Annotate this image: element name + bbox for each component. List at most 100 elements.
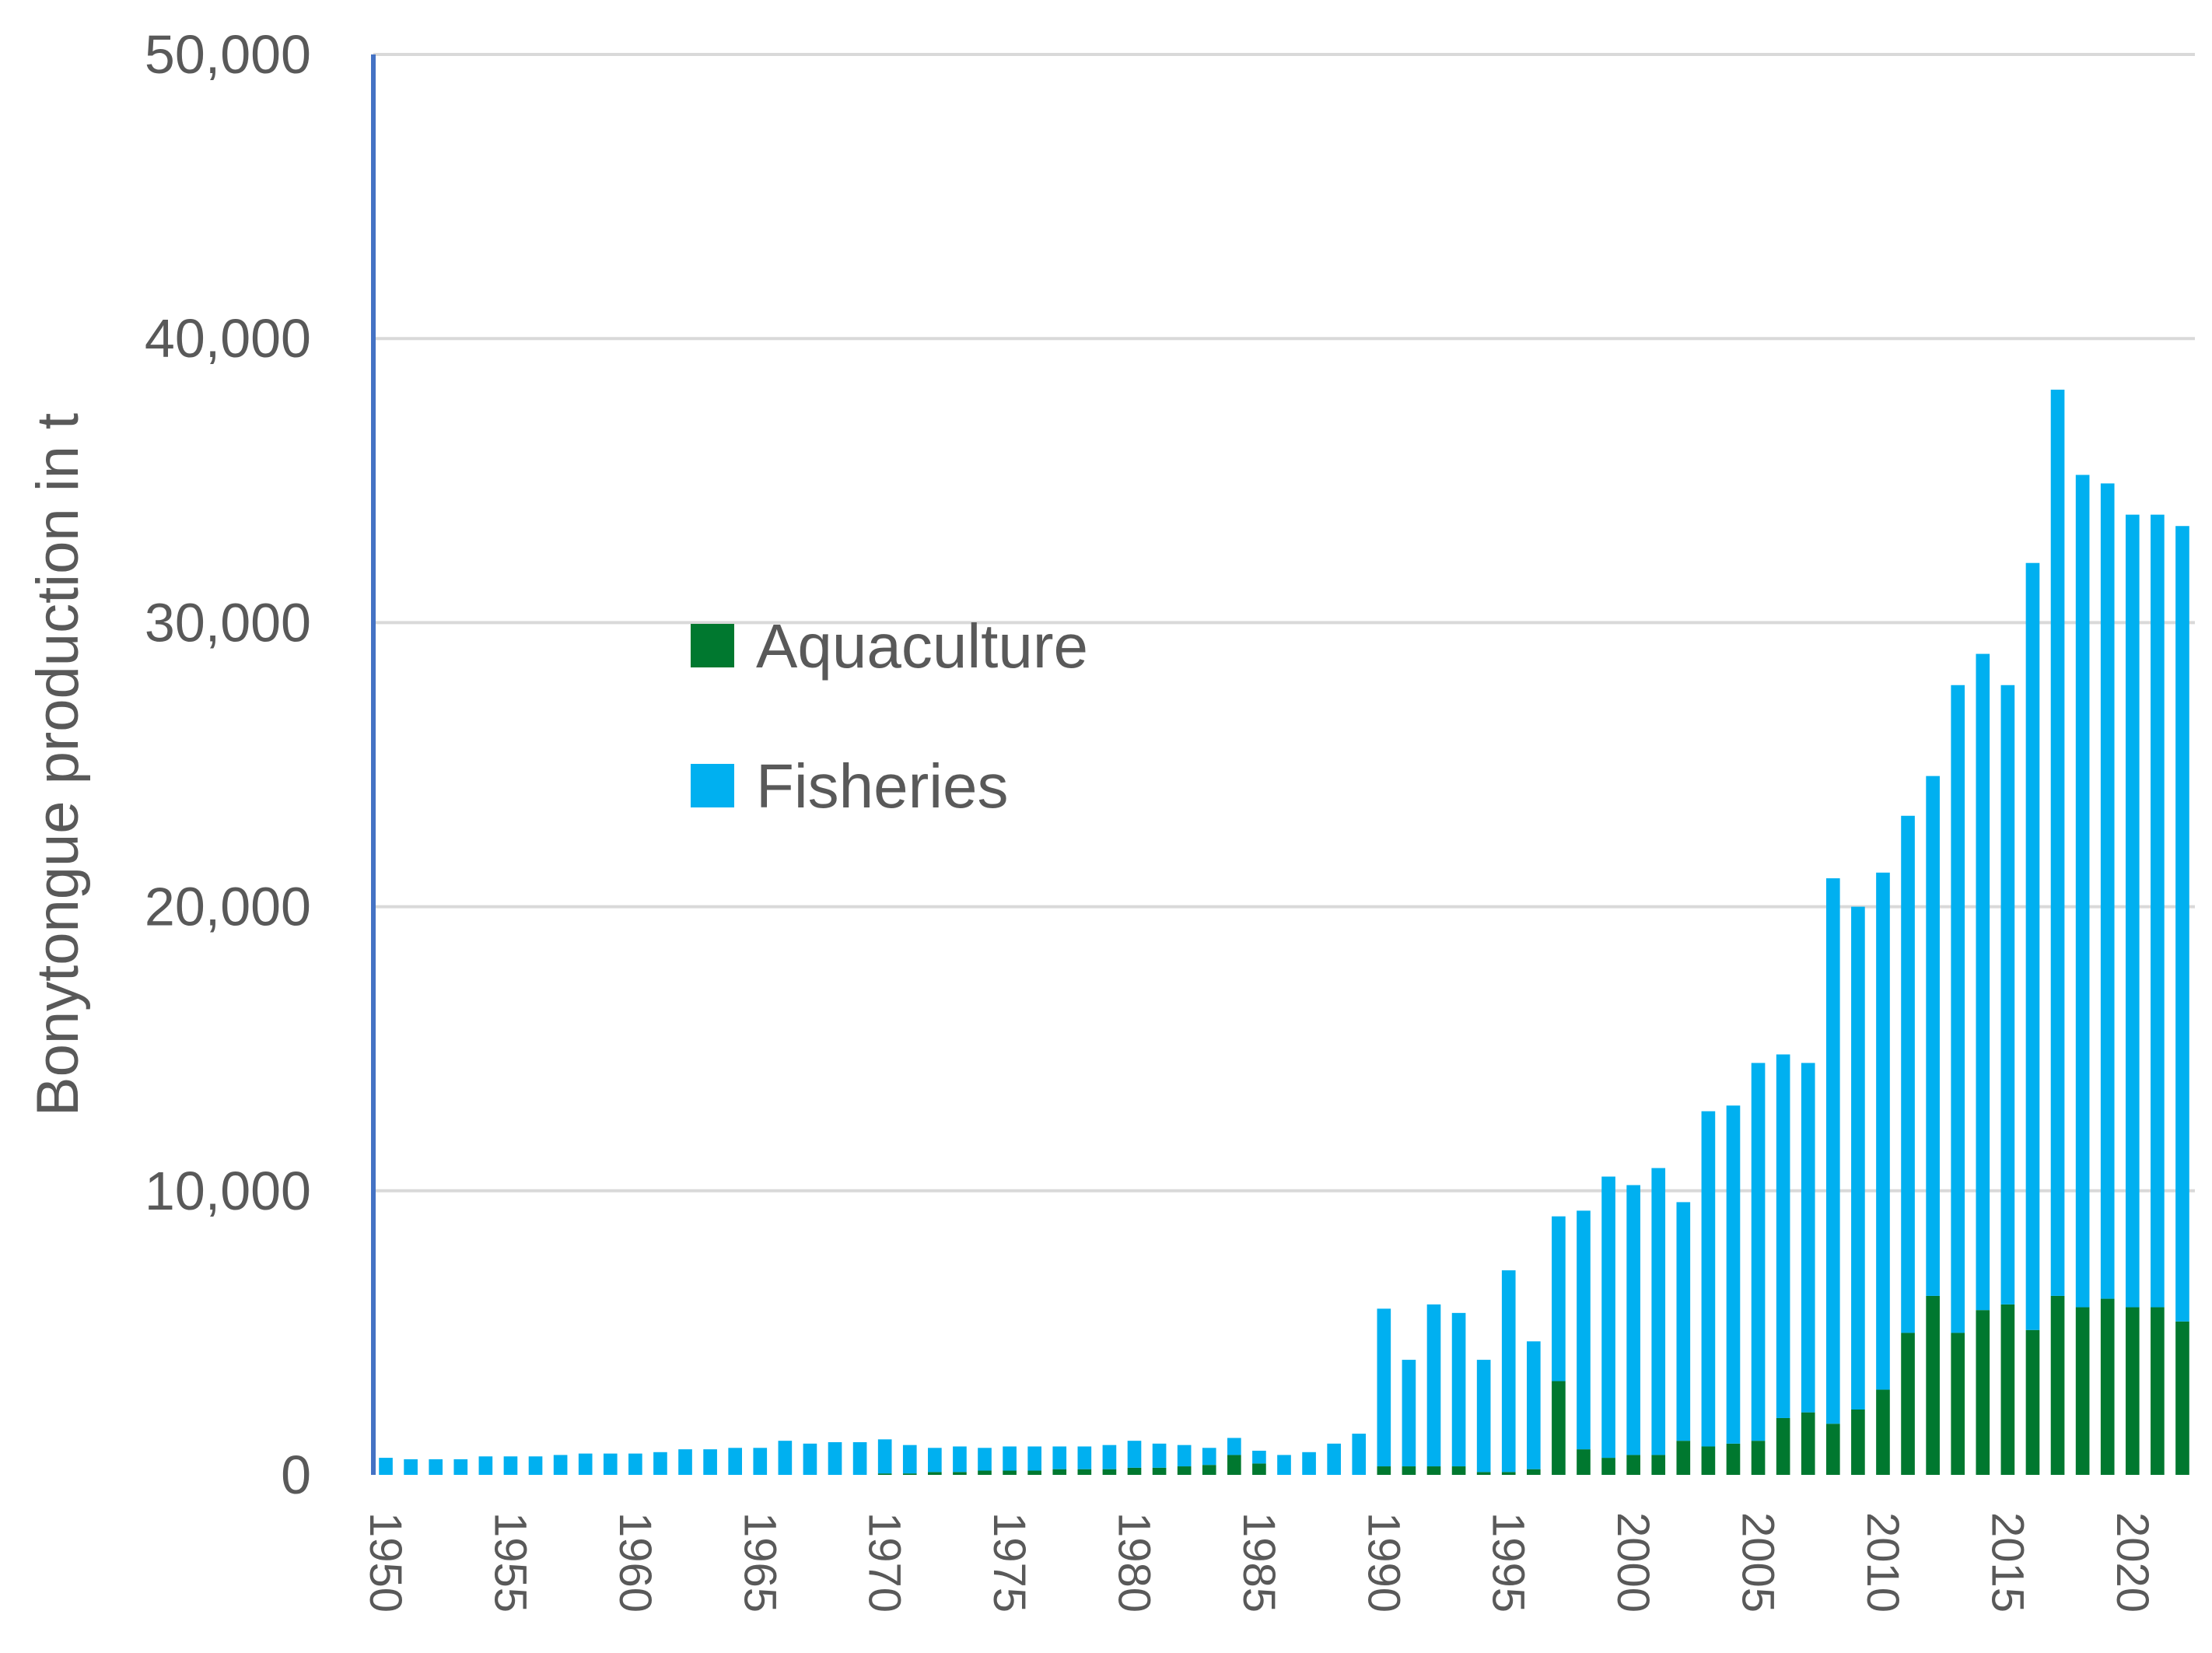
bar-aquaculture-1997	[1552, 1381, 1566, 1475]
bar-aquaculture-2007	[1801, 1412, 1815, 1475]
bar-fisheries-1951	[404, 1459, 418, 1475]
bar-fisheries-2019	[2100, 483, 2115, 1299]
bar-fisheries-1958	[578, 1453, 593, 1475]
bar-aquaculture-2000	[1626, 1455, 1640, 1475]
bar-aquaculture-2003	[1701, 1446, 1716, 1475]
bar-fisheries-1974	[978, 1448, 992, 1471]
bar-aquaculture-2011	[1901, 1333, 1915, 1475]
bar-fisheries-1976	[1027, 1446, 1042, 1471]
bar-fisheries-1994	[1476, 1360, 1491, 1473]
x-tick-label-1995: 1995	[1483, 1512, 1534, 1613]
y-tick-label-0: 0	[281, 1445, 311, 1505]
bar-aquaculture-2004	[1726, 1443, 1741, 1475]
legend-swatch-aquaculture	[691, 624, 734, 667]
bar-fisheries-1991	[1402, 1360, 1416, 1467]
bar-aquaculture-2019	[2100, 1298, 2115, 1475]
bar-aquaculture-1977	[1052, 1469, 1067, 1475]
bar-fisheries-1998	[1577, 1210, 1591, 1450]
bar-fisheries-1977	[1052, 1446, 1067, 1469]
bar-aquaculture-1982	[1177, 1466, 1192, 1475]
bar-aquaculture-1993	[1451, 1466, 1466, 1475]
bar-fisheries-1973	[953, 1446, 967, 1473]
bar-fisheries-2022	[2175, 526, 2189, 1322]
bar-fisheries-1968	[828, 1442, 842, 1475]
bar-aquaculture-2016	[2025, 1329, 2040, 1475]
bar-fisheries-1955	[503, 1456, 518, 1475]
bar-fisheries-1982	[1177, 1445, 1192, 1467]
bar-aquaculture-1980	[1127, 1467, 1142, 1475]
bar-aquaculture-2021	[2151, 1307, 2165, 1475]
bar-aquaculture-2022	[2175, 1321, 2189, 1475]
x-tick-label-1950: 1950	[360, 1512, 411, 1613]
y-axis-label: Bonytongue production in t	[25, 413, 91, 1116]
bar-fisheries-2014	[1976, 653, 1990, 1311]
bar-fisheries-1965	[753, 1448, 768, 1475]
legend-swatch-fisheries	[691, 764, 734, 807]
bar-fisheries-1953	[453, 1459, 468, 1475]
bar-fisheries-1999	[1601, 1176, 1615, 1459]
bar-fisheries-1984	[1227, 1438, 1241, 1455]
x-tick-label-1980: 1980	[1109, 1512, 1160, 1613]
bar-fisheries-2002	[1676, 1202, 1691, 1441]
bar-aquaculture-1976	[1027, 1470, 1042, 1475]
bar-fisheries-1979	[1102, 1445, 1117, 1469]
bar-aquaculture-1990	[1377, 1466, 1391, 1475]
bar-fisheries-2017	[2050, 389, 2065, 1296]
bar-fisheries-2008	[1825, 878, 1840, 1424]
bar-fisheries-1962	[678, 1449, 692, 1475]
bar-fisheries-1957	[553, 1455, 568, 1475]
bar-fisheries-1972	[928, 1448, 942, 1473]
bar-aquaculture-2008	[1825, 1424, 1840, 1475]
x-tick-label-1985: 1985	[1234, 1512, 1284, 1613]
legend: Aquaculture Fisheries	[691, 611, 1088, 821]
bar-fisheries-1993	[1451, 1312, 1466, 1467]
bar-aquaculture-1971	[902, 1473, 917, 1475]
bar-fisheries-1964	[728, 1448, 743, 1475]
bar-fisheries-1996	[1526, 1341, 1541, 1469]
bar-aquaculture-2014	[1976, 1310, 1990, 1475]
bar-fisheries-1995	[1501, 1270, 1516, 1473]
bar-fisheries-2018	[2075, 475, 2090, 1308]
bar-fisheries-1952	[429, 1459, 443, 1475]
bar-fisheries-2004	[1726, 1105, 1741, 1444]
bar-aquaculture-1973	[953, 1472, 967, 1475]
grid-lines	[373, 53, 2195, 1192]
x-axis-ticks: 1950 1955 1960 1965 1970 1975 1980 1985 1990 1995…	[360, 1512, 2158, 1613]
bar-fisheries-1992	[1426, 1304, 1441, 1467]
bar-fisheries-2001	[1651, 1168, 1666, 1455]
x-tick-label-2010: 2010	[1857, 1512, 1908, 1613]
bar-fisheries-1990	[1377, 1308, 1391, 1467]
bar-aquaculture-1975	[1003, 1470, 1017, 1475]
x-tick-label-2000: 2000	[1608, 1512, 1658, 1613]
y-tick-label-40000: 40,000	[145, 308, 311, 369]
x-tick-label-1965: 1965	[734, 1512, 785, 1613]
bar-fisheries-1967	[803, 1443, 817, 1475]
bar-fisheries-2005	[1751, 1063, 1766, 1441]
bar-aquaculture-2005	[1751, 1441, 1766, 1475]
y-tick-label-10000: 10,000	[145, 1161, 311, 1221]
bar-fisheries-2021	[2151, 514, 2165, 1308]
bar-aquaculture-1972	[928, 1472, 942, 1475]
bar-fisheries-1966	[778, 1441, 793, 1475]
bar-aquaculture-1979	[1102, 1469, 1117, 1475]
bar-fisheries-2015	[2000, 685, 2015, 1305]
bar-fisheries-1961	[653, 1452, 667, 1475]
x-tick-label-1970: 1970	[859, 1512, 910, 1613]
y-tick-label-30000: 30,000	[145, 592, 311, 653]
x-tick-label-1955: 1955	[485, 1512, 535, 1613]
bar-aquaculture-1998	[1577, 1449, 1591, 1475]
bar-aquaculture-2010	[1876, 1389, 1890, 1475]
x-tick-label-2005: 2005	[1733, 1512, 1783, 1613]
bar-aquaculture-2013	[1951, 1333, 1965, 1475]
bar-aquaculture-2020	[2125, 1307, 2140, 1475]
bar-aquaculture-1999	[1601, 1458, 1615, 1475]
bar-fisheries-1978	[1077, 1446, 1092, 1469]
bar-fisheries-1985	[1252, 1450, 1266, 1464]
legend-label-aquaculture: Aquaculture	[756, 611, 1088, 681]
y-tick-label-20000: 20,000	[145, 877, 311, 937]
bar-aquaculture-1974	[978, 1470, 992, 1475]
bar-aquaculture-2012	[1926, 1295, 1940, 1475]
bar-fisheries-1954	[478, 1456, 493, 1475]
